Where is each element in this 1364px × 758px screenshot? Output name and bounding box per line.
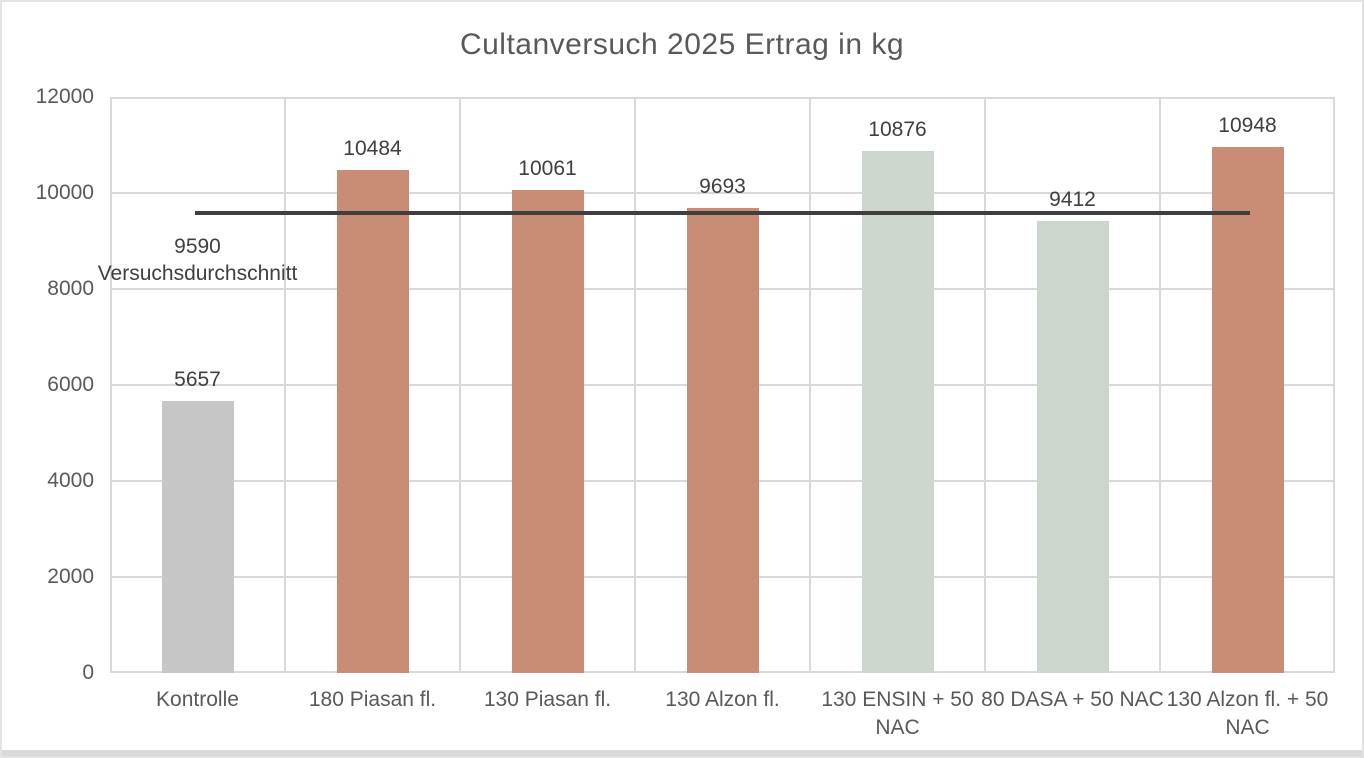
y-tick-label: 10000 <box>35 181 94 204</box>
category-label: 130 Alzon fl. + 50 NAC <box>1166 688 1329 739</box>
average-value: 9590 <box>174 234 221 258</box>
bar-value-label: 10876 <box>868 117 927 141</box>
category-label: 130 ENSIN + 50 NAC <box>821 688 974 739</box>
bar-value-label: 10061 <box>518 157 577 181</box>
bar <box>1211 147 1284 673</box>
category-label: Kontrolle <box>156 688 239 711</box>
category-label: 180 Piasan fl. <box>308 688 437 711</box>
bar <box>861 150 934 673</box>
bar <box>511 190 584 673</box>
average-name: Versuchsdurchschnitt <box>97 261 298 285</box>
bar-value-label: 9693 <box>699 174 746 198</box>
gridline-vertical <box>1159 97 1161 673</box>
bar <box>336 169 409 673</box>
average-line-label: 9590 Versuchsdurchschnitt <box>76 233 320 287</box>
chart-title: Cultanversuch 2025 Ertrag in kg <box>459 28 905 61</box>
category-label: 130 Alzon fl. <box>665 688 780 711</box>
bar <box>161 401 234 673</box>
gridline-vertical <box>284 97 286 673</box>
average-line <box>195 210 1250 215</box>
y-tick-label: 2000 <box>47 565 94 588</box>
bar <box>1036 221 1109 673</box>
bar-value-label: 9412 <box>1049 188 1096 212</box>
y-tick-label: 6000 <box>47 373 94 396</box>
y-tick-label: 8000 <box>47 277 94 300</box>
gridline-vertical <box>984 97 986 673</box>
y-tick-label: 4000 <box>47 469 94 492</box>
gridline-vertical <box>809 97 811 673</box>
bar <box>686 207 759 673</box>
category-label: 130 Piasan fl. <box>483 688 612 711</box>
gridline-vertical <box>459 97 461 673</box>
bar-value-label: 10948 <box>1218 114 1277 138</box>
gridline-horizontal <box>110 192 1335 194</box>
category-label: 80 DASA + 50 NAC <box>981 688 1164 711</box>
y-tick-label: 12000 <box>35 85 94 108</box>
bottom-edge-strip <box>2 750 1362 756</box>
bar-value-label: 5657 <box>174 368 221 392</box>
y-tick-label: 0 <box>82 661 94 684</box>
bar-value-label: 10484 <box>343 136 402 160</box>
gridline-vertical <box>634 97 636 673</box>
